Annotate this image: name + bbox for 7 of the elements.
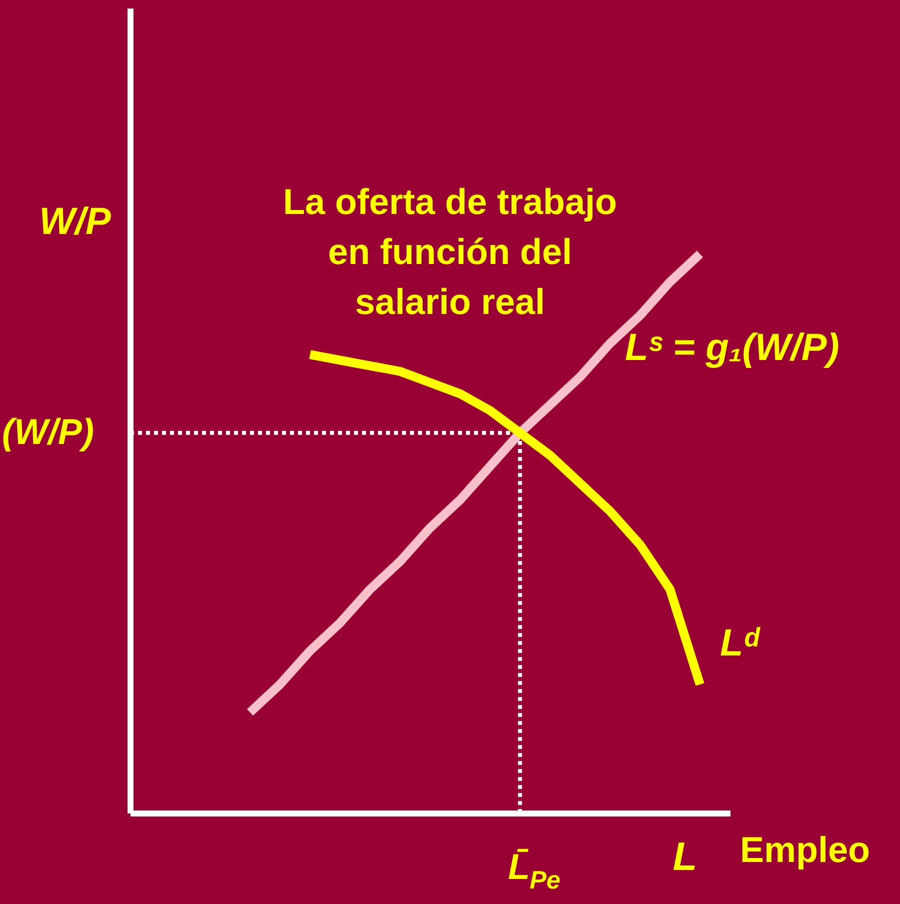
series-label: Lᵈ: [720, 622, 762, 664]
x-axis-title: L: [672, 835, 698, 879]
chart-title: La oferta de trabajo en función del salario real: [282, 181, 618, 322]
series-label: Lˢ = g₁(W/P): [625, 326, 840, 369]
ref-line-label: (W/P): [2, 410, 94, 452]
y-axis-title: W/P: [39, 201, 112, 243]
text: Empleo: [740, 829, 870, 870]
